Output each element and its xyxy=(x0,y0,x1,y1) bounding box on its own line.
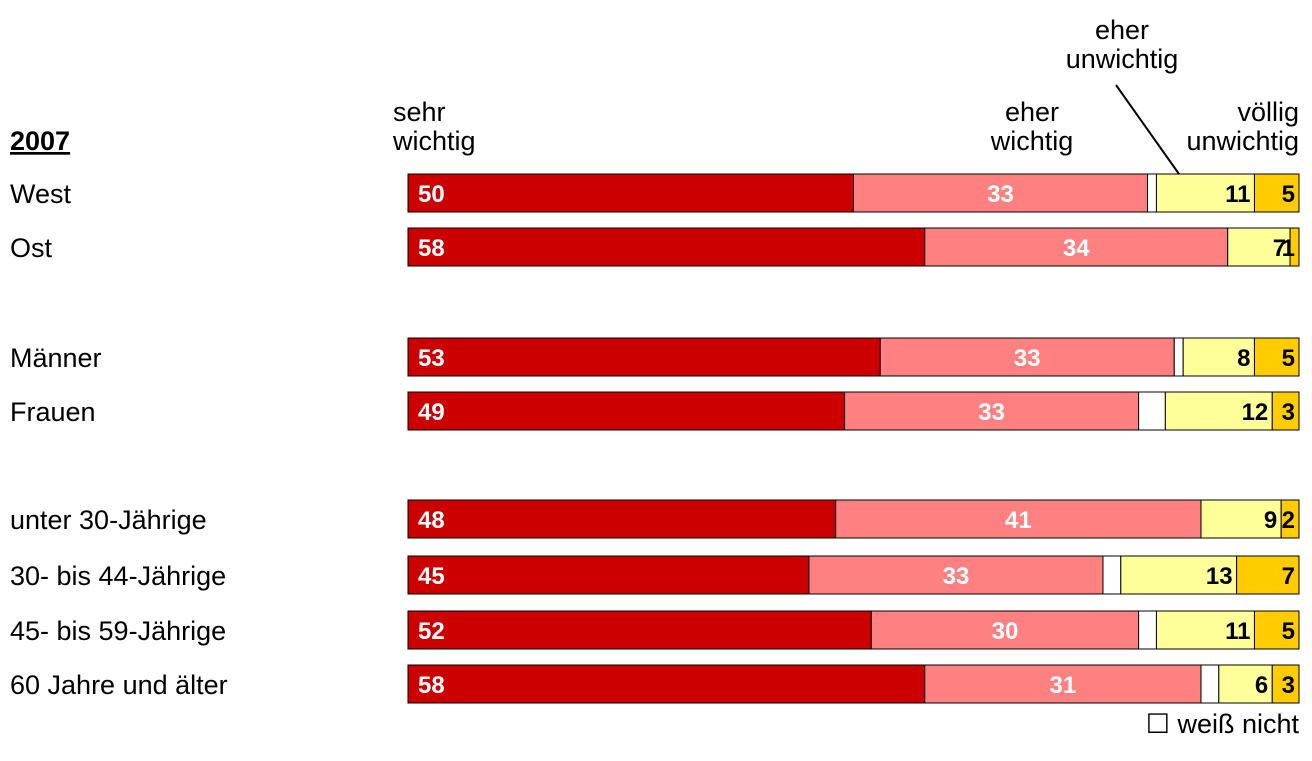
category-labels: 2007 West Ost Männer Frauen unter 30-Jährige 3… xyxy=(10,126,228,700)
category-label: West xyxy=(10,179,72,209)
value-label: 2 xyxy=(1282,507,1295,534)
series-header-sehr-wichtig: sehr wichtig xyxy=(392,97,476,156)
category-label: 60 Jahre und älter xyxy=(10,670,228,700)
value-label: 1 xyxy=(1282,235,1295,262)
bar-frame xyxy=(407,555,1300,595)
bar-segment xyxy=(1271,391,1300,431)
value-label: 58 xyxy=(418,672,445,699)
bar-segment xyxy=(1218,664,1273,704)
category-label: unter 30-Jährige xyxy=(10,505,207,535)
bar-segment xyxy=(407,499,837,539)
value-label: 33 xyxy=(987,181,1014,208)
value-label: 53 xyxy=(418,345,445,372)
value-label: 58 xyxy=(418,235,445,262)
bar-segment xyxy=(808,555,1104,595)
value-label: 5 xyxy=(1282,181,1295,208)
bar-segment xyxy=(924,227,1229,267)
series-header-eher-wichtig: eher wichtig xyxy=(990,97,1074,156)
bar-segment xyxy=(1138,610,1157,650)
bar-segment xyxy=(879,337,1175,377)
bar-row: 52 30 11 5 xyxy=(407,610,1300,650)
bar-segment xyxy=(407,337,881,377)
legend-entry-weiss-nicht: ☐ weiß nicht xyxy=(1146,709,1300,739)
value-label: 5 xyxy=(1282,618,1295,645)
bar-frame xyxy=(407,499,1300,539)
bar-row: 58 34 71 xyxy=(407,227,1300,267)
bar-segment xyxy=(407,610,872,650)
bar-row: 53 33 8 5 xyxy=(407,337,1300,377)
value-label: 11 xyxy=(1225,181,1250,208)
bar-row: 50 33 11 5 xyxy=(407,173,1300,213)
value-label: 49 xyxy=(418,399,445,426)
bar-row: 48 41 9 2 xyxy=(407,499,1300,539)
bar-segment xyxy=(1253,337,1300,377)
category-label: 45- bis 59-Jährige xyxy=(10,616,226,646)
group-label-year: 2007 xyxy=(10,126,70,156)
bar-segment xyxy=(1147,173,1157,213)
series-header-voellig-unwichtig: völlig unwichtig xyxy=(1186,97,1299,156)
value-label: 9 xyxy=(1264,507,1277,534)
legend: ☐ weiß nicht xyxy=(1146,709,1300,739)
leader-line xyxy=(1115,84,1180,175)
value-label: 7 xyxy=(1282,563,1295,590)
bar-frame xyxy=(407,173,1300,213)
bar-row: 58 31 6 3 xyxy=(407,664,1300,704)
bar-segment xyxy=(407,227,926,267)
value-label: 30 xyxy=(992,618,1019,645)
bar-frame xyxy=(407,227,1300,267)
value-label: 3 xyxy=(1282,399,1295,426)
bar-frame xyxy=(407,391,1300,431)
series-header-eher-unwichtig: eher unwichtig xyxy=(1066,15,1179,74)
value-label: 45 xyxy=(418,563,445,590)
value-label: 5 xyxy=(1282,345,1295,372)
bar-row: 45 33 13 7 xyxy=(407,555,1300,595)
value-label: 33 xyxy=(978,399,1005,426)
bar-segment xyxy=(1120,555,1238,595)
bar-frame xyxy=(407,664,1300,704)
category-label: 30- bis 44-Jährige xyxy=(10,561,226,591)
value-label: 50 xyxy=(418,181,445,208)
bar-segment xyxy=(1155,173,1255,213)
bar-segment xyxy=(853,173,1149,213)
series-headers: sehr wichtig eher wichtig eher unwichtigvölli… xyxy=(392,15,1299,175)
bar-segment xyxy=(1182,337,1255,377)
value-label: 8 xyxy=(1237,345,1250,372)
category-label: Ost xyxy=(10,233,53,263)
value-label: 7 xyxy=(1273,235,1286,262)
bar-segment xyxy=(407,391,846,431)
bar-segment xyxy=(924,664,1202,704)
bar-segment xyxy=(407,664,926,704)
value-label: 34 xyxy=(1063,235,1090,262)
bar-segment xyxy=(1200,664,1220,704)
bar-segment xyxy=(1236,555,1300,595)
bar-segment xyxy=(1173,337,1184,377)
value-label: 31 xyxy=(1050,672,1077,699)
value-label: 11 xyxy=(1225,618,1250,645)
value-label: 52 xyxy=(418,618,445,645)
bar-segment xyxy=(1138,391,1166,431)
value-label: 3 xyxy=(1282,672,1295,699)
bar-frame xyxy=(407,610,1300,650)
bar-segment xyxy=(407,555,810,595)
category-label: Frauen xyxy=(10,397,96,427)
value-label: 33 xyxy=(1014,345,1041,372)
bar-row: 49 33 12 3 xyxy=(407,391,1300,431)
category-label: Männer xyxy=(10,343,102,373)
value-label: 41 xyxy=(1005,507,1032,534)
bar-segment xyxy=(1102,555,1122,595)
bar-frame xyxy=(407,337,1300,377)
value-label: 13 xyxy=(1206,563,1233,590)
value-label: 48 xyxy=(418,507,445,534)
value-label: 33 xyxy=(943,563,970,590)
bar-segment xyxy=(407,173,854,213)
value-label: 6 xyxy=(1255,672,1268,699)
value-label: 12 xyxy=(1242,399,1269,426)
